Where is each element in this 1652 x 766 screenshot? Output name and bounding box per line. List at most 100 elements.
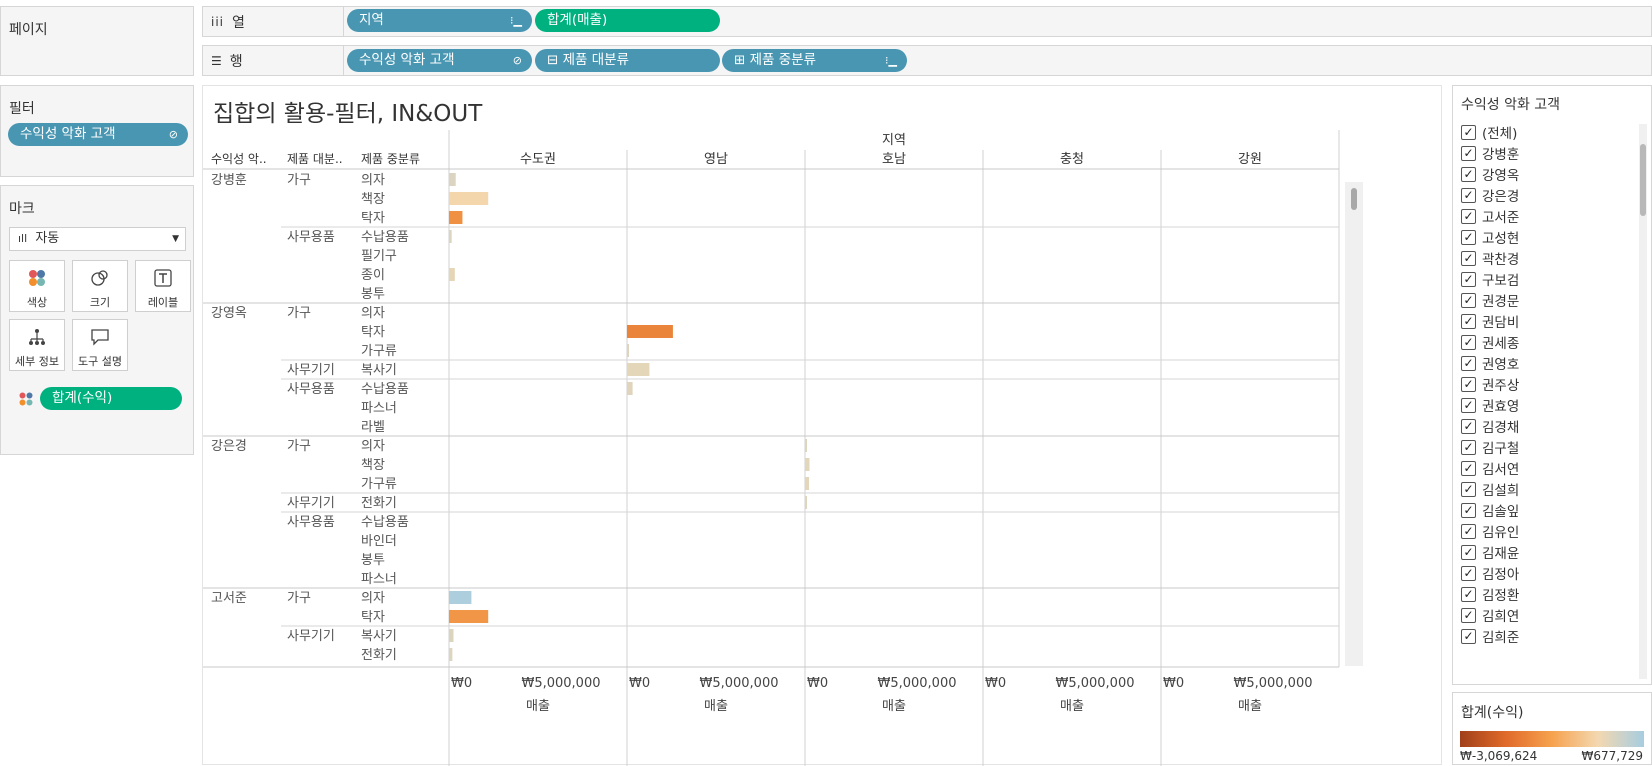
filter-item[interactable]: ✓ 김재윤 [1461, 541, 1519, 563]
filter-item-label: 김솔잎 [1482, 504, 1520, 520]
subcategory-label: 파스너 [361, 401, 397, 416]
filter-item[interactable]: ✓ 김경채 [1461, 415, 1519, 437]
size-button[interactable]: 크기 [72, 260, 128, 312]
filter-item-label: 김정환 [1482, 588, 1520, 604]
checkbox-icon[interactable]: ✓ [1461, 229, 1476, 245]
axis-title: 매출 [526, 699, 550, 714]
checkbox-icon[interactable]: ✓ [1461, 292, 1476, 308]
label-button[interactable]: 레이블 [135, 260, 191, 312]
category-label: 가구 [287, 306, 311, 321]
checkbox-icon[interactable]: ✓ [1461, 439, 1476, 455]
filter-item[interactable]: ✓ 김희연 [1461, 604, 1519, 626]
sales-bar [449, 648, 453, 661]
checkbox-icon[interactable]: ✓ [1461, 313, 1476, 329]
rows-pill-subcategory[interactable]: ⊞ 제품 중분류 ⁝▁ [722, 49, 907, 72]
filter-item[interactable]: ✓ 권효영 [1461, 394, 1519, 416]
checkbox-icon[interactable]: ✓ [1461, 481, 1476, 497]
subcategory-label: 책장 [361, 192, 385, 207]
filter-item[interactable]: ✓ 권주상 [1461, 373, 1519, 395]
filter-scrollbar-thumb[interactable] [1640, 144, 1646, 216]
checkbox-icon[interactable]: ✓ [1461, 502, 1476, 518]
filter-item[interactable]: ✓ (전체) [1461, 121, 1517, 143]
columns-pill-region-label: 지역 [359, 12, 384, 28]
detail-icon [10, 327, 64, 351]
rows-pill-customer-set[interactable]: 수익성 악화 고객 ⊘ [347, 49, 532, 72]
detail-button[interactable]: 세부 정보 [9, 319, 65, 371]
axis-tick-label: ₩5,000,000 [877, 676, 956, 691]
checkbox-icon[interactable]: ✓ [1461, 418, 1476, 434]
checkbox-icon[interactable]: ✓ [1461, 544, 1476, 560]
checkbox-icon[interactable]: ✓ [1461, 208, 1476, 224]
columns-pill-region[interactable]: 지역 ⁝▁ [347, 9, 532, 32]
filter-item[interactable]: ✓ 고서준 [1461, 205, 1519, 227]
checkbox-icon[interactable]: ✓ [1461, 565, 1476, 581]
customer-filter-title: 수익성 악화 고객 [1461, 97, 1561, 113]
subcategory-label: 의자 [361, 306, 385, 321]
checkbox-icon[interactable]: ✓ [1461, 460, 1476, 476]
filter-item[interactable]: ✓ 김유인 [1461, 520, 1519, 542]
filter-item-label: 권세종 [1482, 336, 1520, 352]
chevron-down-icon: ▼ [172, 234, 179, 244]
filter-scrollbar[interactable] [1639, 124, 1647, 679]
filter-item[interactable]: ✓ 강병훈 [1461, 142, 1519, 164]
filter-item[interactable]: ✓ 김솔잎 [1461, 499, 1519, 521]
checkbox-icon[interactable]: ✓ [1461, 145, 1476, 161]
filter-item[interactable]: ✓ 곽찬경 [1461, 247, 1519, 269]
filter-item[interactable]: ✓ 김정아 [1461, 562, 1519, 584]
columns-pill-sales[interactable]: 합계(매출) [535, 9, 720, 32]
viz-scrollbar[interactable] [1345, 182, 1363, 666]
checkbox-icon[interactable]: ✓ [1461, 187, 1476, 203]
rows-pill-category[interactable]: ⊟ 제품 대분류 [535, 49, 720, 72]
filter-item[interactable]: ✓ 강은경 [1461, 184, 1519, 206]
filter-item-label: 권효영 [1482, 399, 1520, 415]
checkbox-icon[interactable]: ✓ [1461, 607, 1476, 623]
checkbox-icon[interactable]: ✓ [1461, 628, 1476, 644]
category-label: 사무기기 [287, 629, 335, 644]
subcategory-label: 전화기 [361, 648, 397, 663]
filter-item[interactable]: ✓ 권담비 [1461, 310, 1519, 332]
filter-item[interactable]: ✓ 구보검 [1461, 268, 1519, 290]
filter-item[interactable]: ✓ 고성현 [1461, 226, 1519, 248]
filter-item[interactable]: ✓ 김서연 [1461, 457, 1519, 479]
rows-pill-category-label: ⊟ 제품 대분류 [547, 52, 629, 68]
marks-color-pill[interactable]: 합계(수익) [40, 387, 182, 410]
checkbox-icon[interactable]: ✓ [1461, 166, 1476, 182]
viz-scrollbar-thumb[interactable] [1351, 188, 1357, 210]
sales-bar [449, 610, 489, 623]
filter-item-label: 김경채 [1482, 420, 1520, 436]
filter-item[interactable]: ✓ 강영옥 [1461, 163, 1519, 185]
filter-item[interactable]: ✓ 김구철 [1461, 436, 1519, 458]
checkbox-icon[interactable]: ✓ [1461, 376, 1476, 392]
legend-max: ₩677,729 [1581, 749, 1644, 763]
customer-filter-card[interactable]: 수익성 악화 고객 ✓ (전체) ✓ 강병훈 ✓ 강영옥 ✓ 강은경 ✓ 고서준 ✓ 고성현 ✓ 곽찬경 ✓… [1452, 85, 1652, 685]
checkbox-icon[interactable]: ✓ [1461, 271, 1476, 287]
checkbox-icon[interactable]: ✓ [1461, 334, 1476, 350]
filter-pill-customer-set[interactable]: 수익성 악화 고객 ⊘ [8, 123, 188, 146]
checkbox-icon[interactable]: ✓ [1461, 250, 1476, 266]
filter-item[interactable]: ✓ 김설희 [1461, 478, 1519, 500]
filter-item[interactable]: ✓ 권경문 [1461, 289, 1519, 311]
viz-title: 집합의 활용-필터, IN&OUT [213, 101, 483, 127]
color-button[interactable]: 색상 [9, 260, 65, 312]
checkbox-icon[interactable]: ✓ [1461, 397, 1476, 413]
rows-shelf-label: ☰ 행 [211, 46, 243, 75]
axis-tick-label: ₩0 [985, 676, 1006, 691]
viz-pane[interactable]: 집합의 활용-필터, IN&OUT 지역 수도권 영남 호남 충청 강원 수익성 악.. 제품… [202, 85, 1443, 766]
checkbox-icon[interactable]: ✓ [1461, 523, 1476, 539]
filter-item[interactable]: ✓ 권세종 [1461, 331, 1519, 353]
filter-item-label: 권담비 [1482, 315, 1520, 331]
filter-item[interactable]: ✓ 김희준 [1461, 625, 1519, 647]
pages-card[interactable]: 페이지 [0, 6, 194, 76]
checkbox-icon[interactable]: ✓ [1461, 355, 1476, 371]
filter-list[interactable]: ✓ (전체) ✓ 강병훈 ✓ 강영옥 ✓ 강은경 ✓ 고서준 ✓ 고성현 ✓ 곽찬경 ✓ 구보검 ✓ 권경문 ✓ 권담… [1453, 121, 1633, 679]
checkbox-icon[interactable]: ✓ [1461, 586, 1476, 602]
checkbox-icon[interactable]: ✓ [1461, 124, 1476, 140]
mark-type-select[interactable]: ıll 자동 ▼ [9, 227, 186, 251]
subcategory-label: 수납용품 [361, 230, 409, 245]
filter-item-label: 곽찬경 [1482, 252, 1520, 268]
tooltip-button[interactable]: 도구 설명 [72, 319, 128, 371]
filter-item[interactable]: ✓ 김정환 [1461, 583, 1519, 605]
filter-item[interactable]: ✓ 권영호 [1461, 352, 1519, 374]
legend-title: 합계(수익) [1461, 705, 1524, 721]
